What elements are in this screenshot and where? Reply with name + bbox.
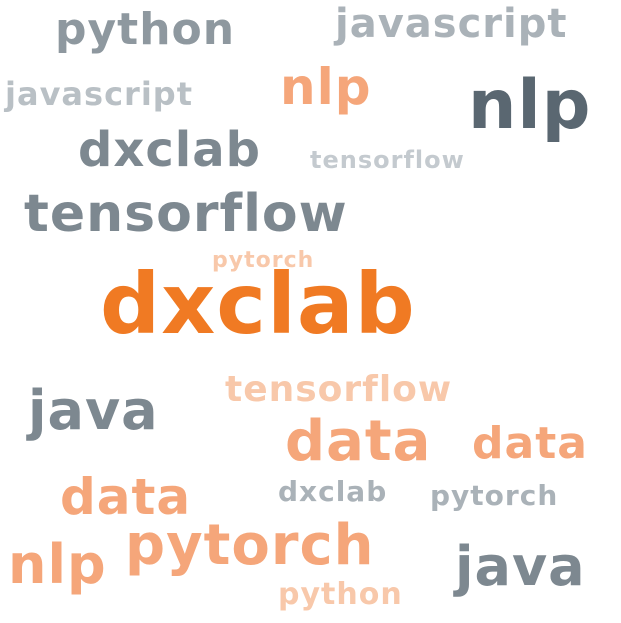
word-tensorflow: tensorflow <box>310 146 465 174</box>
word-pytorch: pytorch <box>430 479 559 512</box>
word-dxclab: dxclab <box>100 255 416 353</box>
word-java: java <box>28 379 159 442</box>
word-nlp: nlp <box>8 533 107 596</box>
word-python: python <box>278 577 403 612</box>
word-data: data <box>472 418 588 469</box>
word-data: data <box>60 468 192 526</box>
word-pytorch: pytorch <box>212 248 315 273</box>
word-javascript: javascript <box>5 75 193 113</box>
word-data: data <box>285 409 432 474</box>
word-dxclab: dxclab <box>78 122 261 178</box>
word-javascript: javascript <box>335 1 568 47</box>
word-python: python <box>55 4 236 55</box>
word-tensorflow: tensorflow <box>225 369 453 410</box>
word-nlp: nlp <box>468 66 592 145</box>
word-pytorch: pytorch <box>125 513 375 578</box>
word-nlp: nlp <box>280 58 372 116</box>
word-tensorflow: tensorflow <box>24 184 348 244</box>
word-java: java <box>455 535 586 598</box>
word-dxclab: dxclab <box>278 475 388 508</box>
